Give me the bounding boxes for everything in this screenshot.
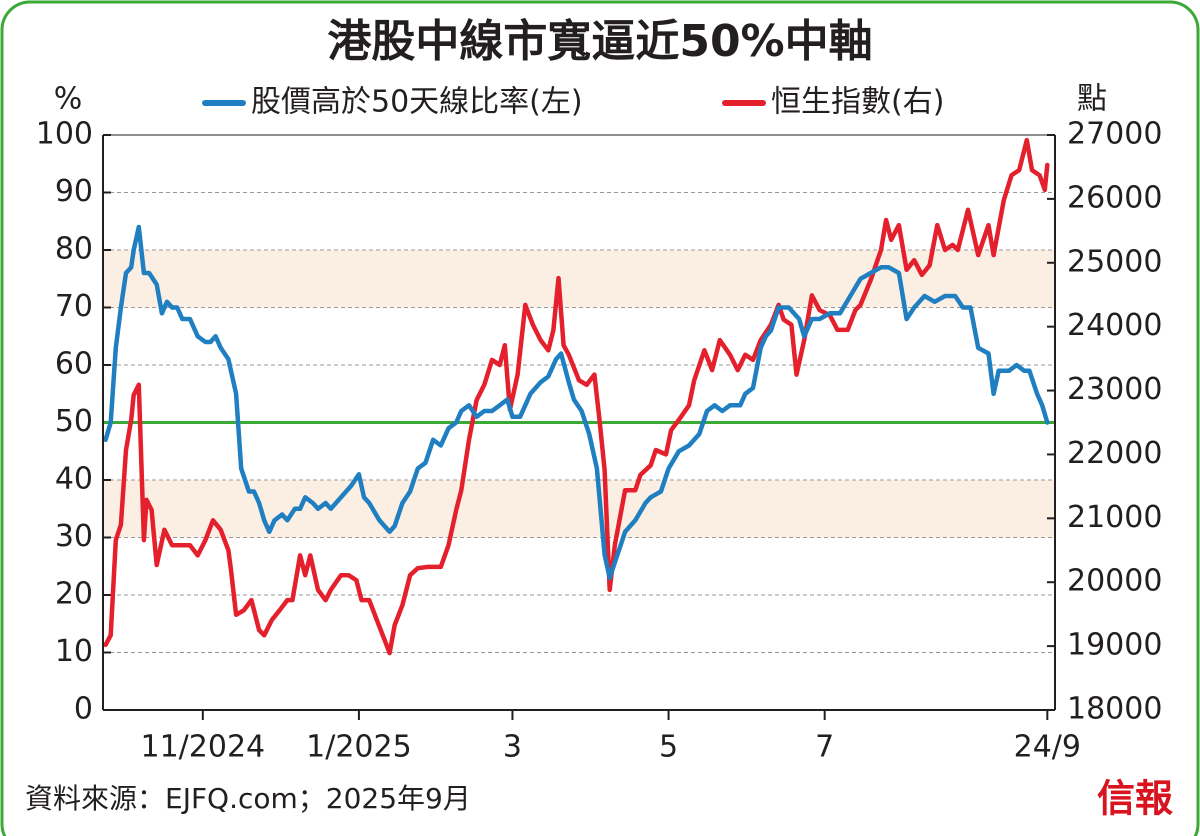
y-tick-label: 50 — [55, 404, 93, 439]
x-tick-label: 5 — [659, 730, 678, 765]
chart-title: 港股中線市寬逼近50%中軸 — [327, 16, 872, 67]
x-tick-label: 3 — [503, 730, 522, 765]
x-tick-label: 11/2024 — [140, 730, 265, 765]
y-tick-label: 20 — [55, 577, 93, 612]
series-line — [103, 137, 1050, 656]
y2-tick-label: 19000 — [1067, 628, 1162, 663]
y-tick-label: 60 — [55, 347, 93, 382]
y-tick-label: 40 — [55, 462, 93, 497]
y2-tick-label: 18000 — [1067, 692, 1162, 727]
x-tick-label: 7 — [815, 730, 834, 765]
y2-tick-label: 27000 — [1067, 117, 1162, 152]
y2-tick-label: 26000 — [1067, 180, 1162, 215]
y-tick-label: 10 — [55, 634, 93, 669]
y2-tick-label: 24000 — [1067, 308, 1162, 343]
source-note: 資料來源：EJFQ.com；2025年9月 — [25, 782, 471, 815]
logo: 信報 — [1097, 776, 1173, 821]
y-axis-label: % — [54, 82, 83, 117]
x-tick-label: 24/9 — [1014, 730, 1081, 765]
y2-tick-label: 22000 — [1067, 436, 1162, 471]
y-tick-label: 70 — [55, 289, 93, 324]
y-tick-label: 90 — [55, 174, 93, 209]
y2-tick-label: 23000 — [1067, 372, 1162, 407]
y-tick-label: 30 — [55, 519, 93, 554]
y-tick-label: 0 — [74, 692, 93, 727]
series-line — [103, 224, 1050, 581]
y2-tick-label: 25000 — [1067, 244, 1162, 279]
y-tick-label: 80 — [55, 232, 93, 267]
shaded-range — [103, 250, 1055, 308]
y2-axis-label: 點 — [1077, 82, 1107, 117]
y2-tick-label: 21000 — [1067, 500, 1162, 535]
legend-label: 股價高於50天線比率(左) — [251, 85, 583, 120]
x-tick-label: 1/2025 — [306, 730, 412, 765]
y2-tick-label: 20000 — [1067, 564, 1162, 599]
legend-label: 恒生指數(右) — [771, 85, 944, 120]
y-tick-label: 100 — [36, 117, 93, 152]
